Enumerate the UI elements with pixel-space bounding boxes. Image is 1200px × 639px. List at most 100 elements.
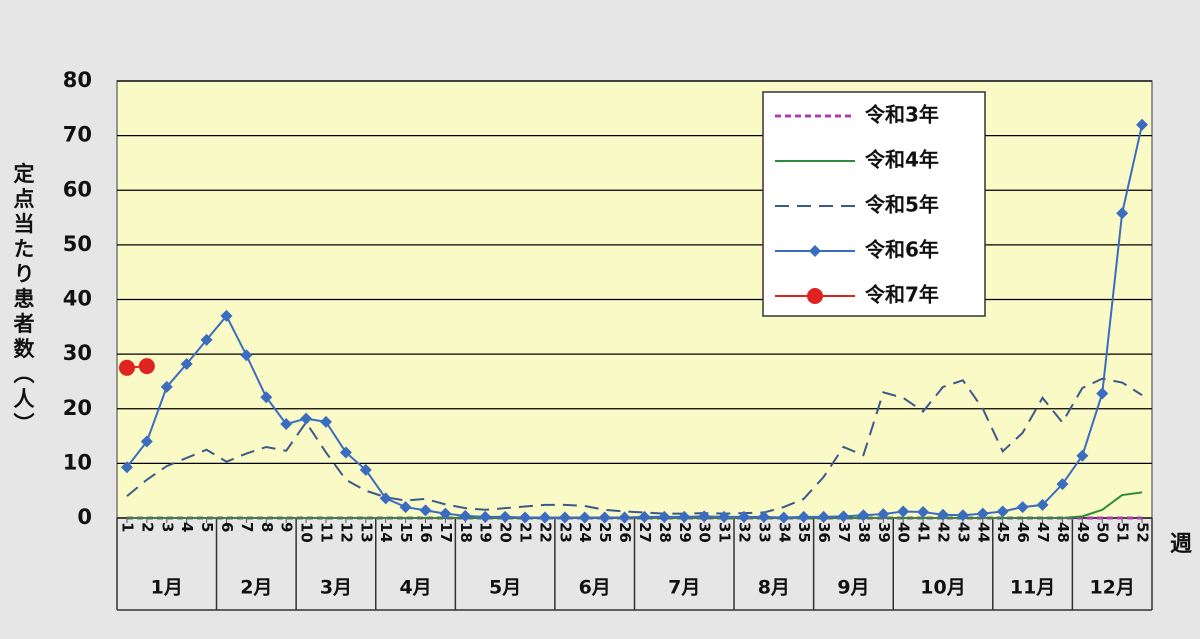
x-tick-label: 21 (517, 522, 535, 543)
data-point (439, 507, 452, 520)
x-tick-label: 51 (1114, 522, 1132, 543)
x-tick-label: 42 (935, 522, 953, 543)
x-tick-label: 50 (1094, 522, 1112, 543)
y-tick-label: 10 (63, 450, 92, 474)
data-point (1036, 498, 1049, 511)
y-tick-label: 60 (63, 177, 92, 201)
x-tick-label: 37 (835, 522, 853, 543)
x-tick-label: 17 (437, 522, 455, 543)
data-point (519, 511, 532, 524)
data-point (319, 415, 332, 428)
x-tick-label: 11 (317, 522, 335, 543)
month-label: 9月 (837, 577, 869, 599)
x-tick-label: 14 (377, 522, 395, 543)
data-point (280, 418, 293, 431)
x-tick-label: 12 (337, 522, 355, 543)
x-tick-label: 22 (536, 522, 554, 543)
month-label: 11月 (1010, 577, 1055, 599)
data-point (797, 510, 810, 523)
y-axis-title: 定点当たり患者数（人） (11, 162, 35, 438)
x-tick-label: 10 (298, 522, 316, 543)
x-tick-label: 19 (477, 522, 495, 543)
data-point (976, 507, 989, 520)
data-point (857, 509, 870, 522)
x-tick-label: 45 (994, 522, 1012, 543)
x-tick-label: 13 (357, 522, 375, 543)
data-point (658, 510, 671, 523)
data-point (499, 510, 512, 523)
data-point (1016, 501, 1029, 514)
data-point (777, 511, 790, 524)
legend-marker (807, 288, 823, 304)
month-label: 10月 (920, 577, 965, 599)
x-tick-label: 43 (954, 522, 972, 543)
data-point (240, 349, 253, 362)
x-tick-label: 16 (417, 522, 435, 543)
x-tick-label: 20 (497, 522, 515, 543)
month-label: 2月 (240, 577, 272, 599)
month-label: 12月 (1089, 577, 1134, 599)
month-label: 5月 (489, 577, 521, 599)
x-tick-label: 47 (1034, 522, 1052, 543)
x-tick-label: 8 (258, 522, 276, 532)
series-line (126, 377, 1143, 515)
data-point (937, 508, 950, 521)
month-label: 7月 (668, 577, 700, 599)
legend-label: 令和7年 (865, 283, 939, 307)
legend-marker (809, 245, 821, 257)
x-tick-label: 23 (556, 522, 574, 543)
legend-label: 令和4年 (865, 148, 939, 172)
x-tick-label: 36 (815, 522, 833, 543)
x-tick-label: 40 (895, 522, 913, 543)
x-tick-label: 24 (576, 522, 594, 543)
data-point (1076, 449, 1089, 462)
x-tick-label: 7 (238, 522, 256, 532)
data-point (399, 501, 412, 514)
series-line (126, 124, 1144, 519)
legend-label: 令和6年 (865, 238, 939, 262)
x-tick-label: 25 (596, 522, 614, 543)
x-tick-label: 44 (974, 522, 992, 543)
data-point (737, 510, 750, 523)
data-point (300, 412, 313, 425)
x-tick-label: 30 (696, 522, 714, 543)
x-tick-label: 52 (1134, 522, 1152, 543)
data-point (419, 504, 432, 517)
x-axis-title: 週 (1170, 532, 1192, 557)
data-point (578, 511, 591, 524)
legend-label: 令和5年 (865, 193, 939, 217)
data-point (180, 357, 193, 370)
x-tick-label: 3 (158, 522, 176, 532)
x-tick-label: 49 (1074, 522, 1092, 543)
data-point (996, 505, 1009, 518)
data-point (220, 309, 233, 322)
data-point (956, 509, 969, 522)
data-point (618, 511, 631, 524)
x-tick-label: 9 (278, 522, 296, 532)
x-tick-label: 29 (676, 522, 694, 543)
data-point (118, 359, 135, 376)
data-point (638, 510, 651, 523)
x-tick-label: 46 (1014, 522, 1032, 543)
y-tick-label: 0 (77, 505, 92, 529)
x-tick-label: 15 (397, 522, 415, 543)
y-tick-label: 40 (63, 287, 92, 311)
x-tick-label: 28 (656, 522, 674, 543)
data-point (897, 505, 910, 518)
x-tick-label: 26 (616, 522, 634, 543)
data-point (1056, 478, 1069, 491)
data-point (718, 510, 731, 523)
data-point (757, 510, 770, 523)
data-point (1136, 118, 1149, 131)
data-point (837, 510, 850, 523)
data-point (138, 358, 155, 375)
x-tick-label: 31 (716, 522, 734, 543)
data-point (538, 511, 551, 524)
data-point (1116, 207, 1129, 220)
x-tick-label: 41 (915, 522, 933, 543)
x-tick-label: 5 (198, 522, 216, 532)
month-label: 6月 (579, 577, 611, 599)
data-point (698, 510, 711, 523)
legend-box (762, 91, 986, 317)
